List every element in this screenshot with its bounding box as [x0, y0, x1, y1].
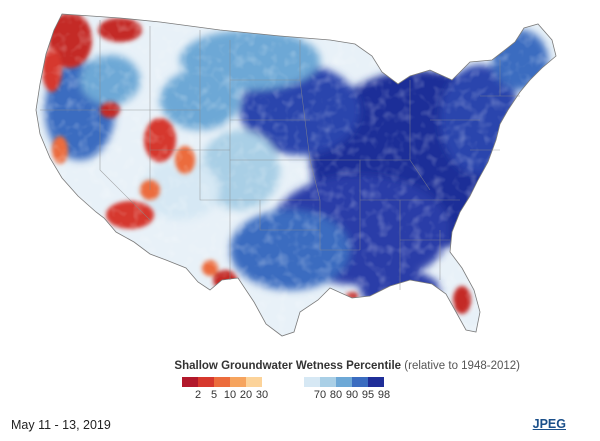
legend-dry-swatch-0 — [182, 377, 198, 387]
state-borders — [40, 20, 520, 290]
legend-dry-tick-2: 10 — [223, 389, 237, 401]
legend-dry-labels: 2 5 10 20 30 — [182, 389, 278, 403]
legend-dry-swatch-3 — [230, 377, 246, 387]
date-caption: May 11 - 13, 2019 — [11, 418, 111, 432]
legend-dry-tick-0: 2 — [194, 389, 202, 401]
legend-dry-tick-1: 5 — [210, 389, 218, 401]
legend-title: Shallow Groundwater Wetness Percentile (… — [0, 360, 520, 372]
legend-dry-scale — [182, 377, 262, 387]
legend-wet-tick-4: 98 — [377, 389, 391, 401]
map-panel — [35, 13, 557, 337]
legend-wet-swatch-1 — [320, 377, 336, 387]
legend-wet-tick-0: 70 — [313, 389, 327, 401]
legend-dry-swatch-1 — [198, 377, 214, 387]
legend-wet-scale — [304, 377, 384, 387]
legend: Shallow Groundwater Wetness Percentile (… — [0, 352, 600, 412]
legend-title-main: Shallow Groundwater Wetness Percentile — [174, 360, 402, 372]
legend-wet-tick-2: 90 — [345, 389, 359, 401]
jpeg-download-link[interactable]: JPEG — [532, 417, 566, 431]
legend-title-sub: (relative to 1948-2012) — [404, 360, 520, 372]
legend-wet-swatch-4 — [368, 377, 384, 387]
legend-dry-swatch-4 — [246, 377, 262, 387]
legend-wet-tick-3: 95 — [361, 389, 375, 401]
legend-dry-swatch-2 — [214, 377, 230, 387]
legend-wet-swatch-2 — [336, 377, 352, 387]
legend-dry-tick-3: 20 — [239, 389, 253, 401]
legend-wet-swatch-0 — [304, 377, 320, 387]
legend-wet-swatch-3 — [352, 377, 368, 387]
legend-wet-tick-1: 80 — [329, 389, 343, 401]
legend-wet-labels: 70 80 90 95 98 — [304, 389, 400, 403]
legend-dry-tick-4: 30 — [255, 389, 269, 401]
groundwater-map — [35, 13, 557, 337]
